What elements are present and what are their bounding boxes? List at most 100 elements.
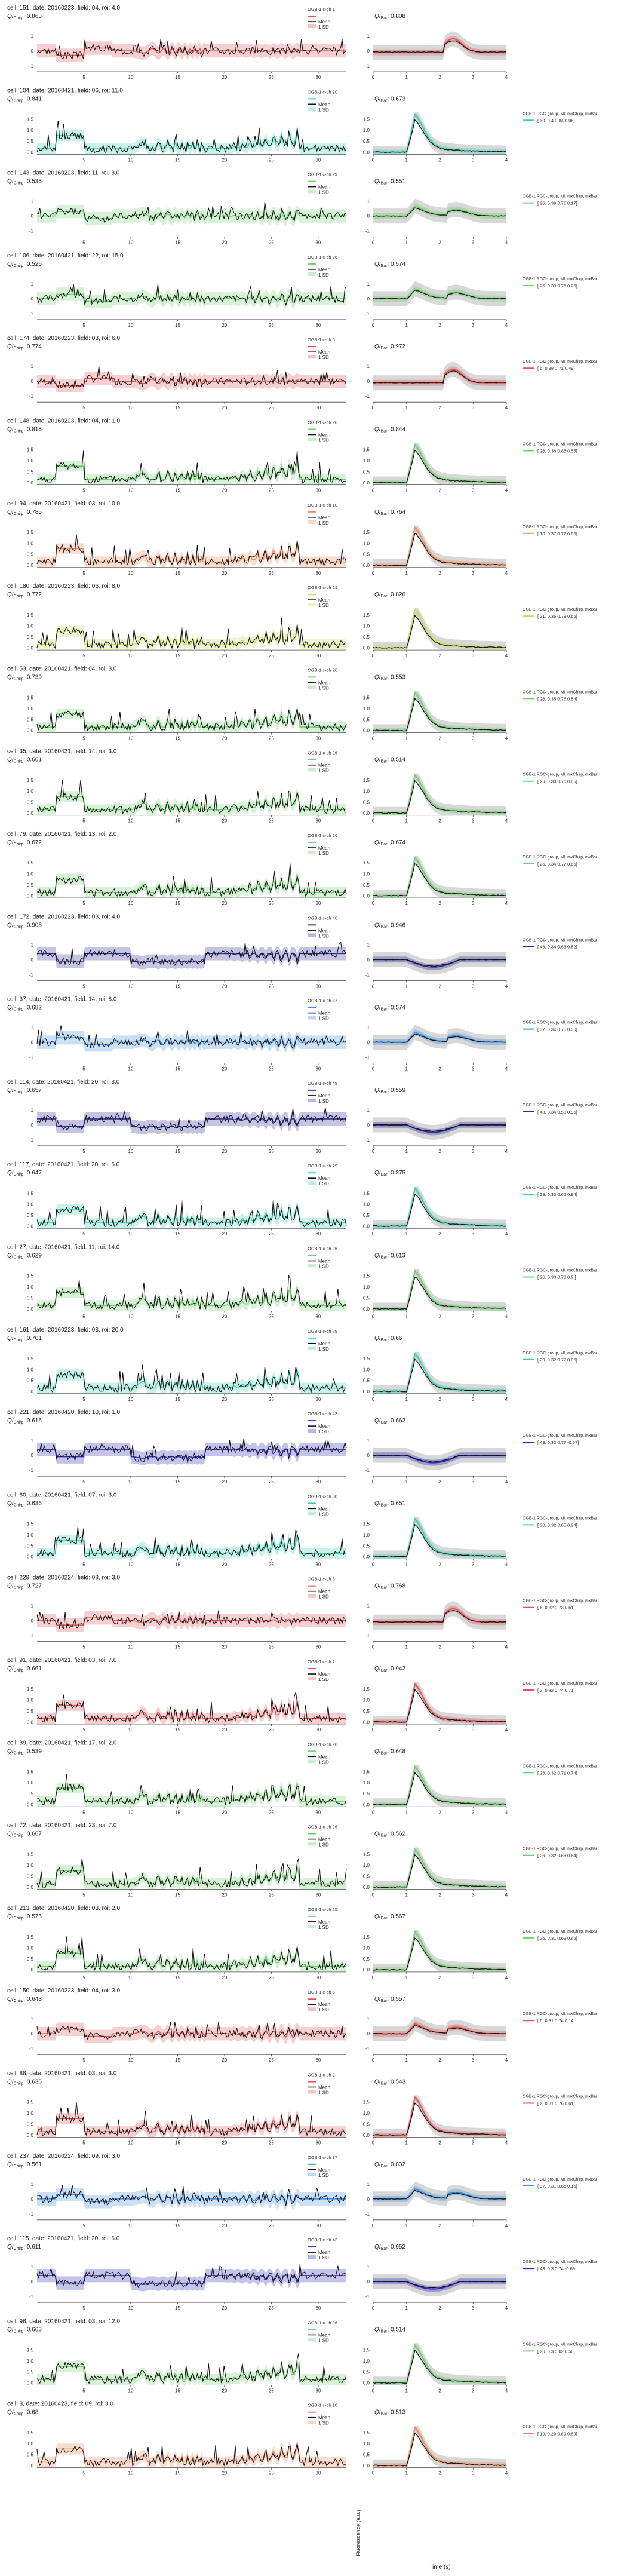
cell-title: cell: 148, date: 20160223, field: 04, ro… — [7, 418, 120, 425]
y-tick-label: 1.0 — [27, 1367, 34, 1372]
x-tick-label: 5 — [82, 1231, 85, 1237]
x-tick-label: 20 — [222, 2140, 227, 2146]
rgc-group-header: OGB-1 RGC-group, MI, mxChirp, mxBar — [523, 2012, 598, 2016]
qi-chirp-value: : 0.636 — [23, 2079, 42, 2086]
y-tick-label: 0 — [31, 48, 34, 54]
x-tick-label-step: 4 — [505, 1479, 508, 1485]
y-tick-label-step: 1.0 — [363, 706, 370, 712]
y-tick-label: 1.5 — [27, 2347, 34, 2353]
legend-sd-swatch — [308, 685, 316, 689]
qi-chirp-value: : 0.785 — [23, 509, 42, 516]
x-tick-label: 25 — [269, 1893, 274, 1898]
group-label: OGB-1 c-ch 20 — [308, 89, 337, 94]
y-tick-label-step: -1 — [365, 229, 370, 234]
legend-sd-swatch — [308, 768, 316, 772]
y-tick-label: 0.5 — [27, 1295, 34, 1301]
x-tick-label-step: 3 — [472, 240, 475, 246]
legend-sd-label: 1 SD — [318, 1347, 329, 1352]
y-tick-label-step: -1 — [365, 394, 370, 399]
x-tick-label: 25 — [269, 735, 274, 741]
x-tick-label-step: 3 — [472, 157, 475, 162]
x-tick-label: 30 — [315, 240, 321, 246]
cell-mean-step — [373, 2102, 507, 2136]
y-tick-label: 0.5 — [27, 552, 34, 557]
y-tick-label-step: 0.0 — [363, 563, 370, 568]
y-tick-label-step: 1 — [367, 942, 370, 947]
x-tick-label-step: 0 — [372, 2471, 375, 2476]
x-tick-label: 5 — [82, 1727, 85, 1732]
x-tick-label: 25 — [269, 1975, 274, 1980]
group-label: OGB-1 c-ch 26 — [308, 254, 337, 260]
y-tick-label: 1.5 — [27, 1274, 34, 1279]
sd-band-chirp — [37, 1199, 346, 1229]
x-tick-label-step: 0 — [372, 653, 375, 658]
y-tick-label: 1 — [31, 281, 34, 287]
x-tick-label: 30 — [315, 1149, 321, 1154]
y-tick-label-step: 0.0 — [363, 150, 370, 155]
y-tick-label: 0.0 — [27, 728, 34, 734]
group-label: OGB-1 c-ch 6 — [308, 1577, 335, 1582]
x-tick-label-step: 4 — [505, 571, 508, 576]
x-tick-label-step: 0 — [372, 983, 375, 989]
cell-panel: cell: 213, date: 20160420, field: 03, ro… — [7, 1905, 598, 1980]
cell-sd-band-step — [373, 691, 506, 733]
x-tick-label: 10 — [128, 488, 134, 493]
x-tick-label-step: 3 — [472, 2388, 475, 2393]
x-tick-label-step: 3 — [472, 2471, 475, 2476]
group-sd-band-step — [373, 1847, 506, 1890]
x-tick-label-step: 2 — [438, 983, 441, 989]
x-tick-label-step: 3 — [472, 818, 475, 824]
y-tick-label: 1 — [31, 942, 34, 947]
y-tick-label-step: 0.0 — [363, 728, 370, 734]
group-sd-band-step — [373, 2095, 506, 2138]
x-tick-label: 20 — [222, 1562, 227, 1567]
sd-band-chirp — [37, 1943, 346, 1972]
cell-panel: cell: 60, date: 20160421, field: 07, roi… — [7, 1492, 598, 1567]
x-tick-label-step: 0 — [372, 1645, 375, 1650]
group-mean-chirp — [37, 47, 346, 56]
legend-mean-label: Mean — [318, 349, 330, 355]
y-tick-label-step: 1.5 — [363, 778, 370, 783]
cell-panel: cell: 151, date: 20160223, field: 04, ro… — [7, 5, 508, 80]
y-tick-label-step: 1.0 — [363, 789, 370, 794]
group-sd-band-step — [373, 1351, 506, 1394]
sd-band-chirp — [37, 1777, 346, 1807]
legend-sd-label: 1 SD — [318, 107, 329, 112]
x-tick-label: 30 — [315, 1645, 321, 1650]
group-mean-chirp — [37, 1535, 346, 1554]
x-tick-label-step: 2 — [438, 1727, 441, 1732]
cell-mean-step — [373, 614, 507, 649]
x-tick-label: 25 — [269, 2388, 274, 2393]
rgc-group-header: OGB-1 RGC-group, MI, mxChirp, mxBar — [523, 690, 598, 694]
legend-mean-label: Mean — [318, 102, 330, 107]
y-tick-label-step: 0 — [367, 1040, 370, 1045]
y-tick-label: -1 — [29, 1137, 34, 1143]
y-tick-label: 1.0 — [27, 541, 34, 546]
rgc-group-header: OGB-1 RGC-group, MI, mxChirp, mxBar — [523, 277, 598, 281]
x-tick-label: 25 — [269, 1810, 274, 1815]
y-tick-label: 1.0 — [27, 458, 34, 464]
x-tick-label-step: 3 — [472, 1645, 475, 1650]
y-tick-label: 1.5 — [27, 1769, 34, 1774]
x-tick-label: 15 — [175, 1149, 180, 1154]
cell-sd-band-step — [373, 2343, 506, 2385]
x-tick-label: 15 — [175, 323, 180, 328]
x-tick-label-step: 1 — [405, 1231, 408, 1237]
qi-bar-label: QIBar: 0.946 — [374, 922, 405, 929]
cell-title: cell: 79, date: 20160421, field: 13, roi… — [7, 831, 117, 838]
y-tick-label-step: 0.5 — [363, 1378, 370, 1384]
y-tick-label-step: 1.0 — [363, 541, 370, 546]
cell-title: cell: 117, date: 20160421, field: 20, ro… — [7, 1161, 120, 1168]
legend-sd-swatch — [308, 1181, 316, 1185]
rgc-values: [ 26. 0.33 0.76 0.65] — [537, 779, 577, 784]
y-tick-label-step: 0.0 — [363, 2133, 370, 2138]
legend-sd-swatch — [308, 189, 316, 194]
x-tick-label: 30 — [315, 1893, 321, 1898]
y-tick-label: 0 — [31, 1040, 34, 1045]
rgc-values: [ 43. 0.32 0.77 -0.57] — [537, 1440, 579, 1445]
x-tick-label: 20 — [222, 1975, 227, 1980]
x-tick-label: 25 — [269, 1727, 274, 1732]
rgc-values: [ 25. 0.31 0.69 0.65] — [537, 1936, 577, 1941]
cell-panel: cell: 114, date: 20160421, field: 20, ro… — [7, 1079, 598, 1154]
y-tick-label: 0.0 — [27, 893, 34, 898]
